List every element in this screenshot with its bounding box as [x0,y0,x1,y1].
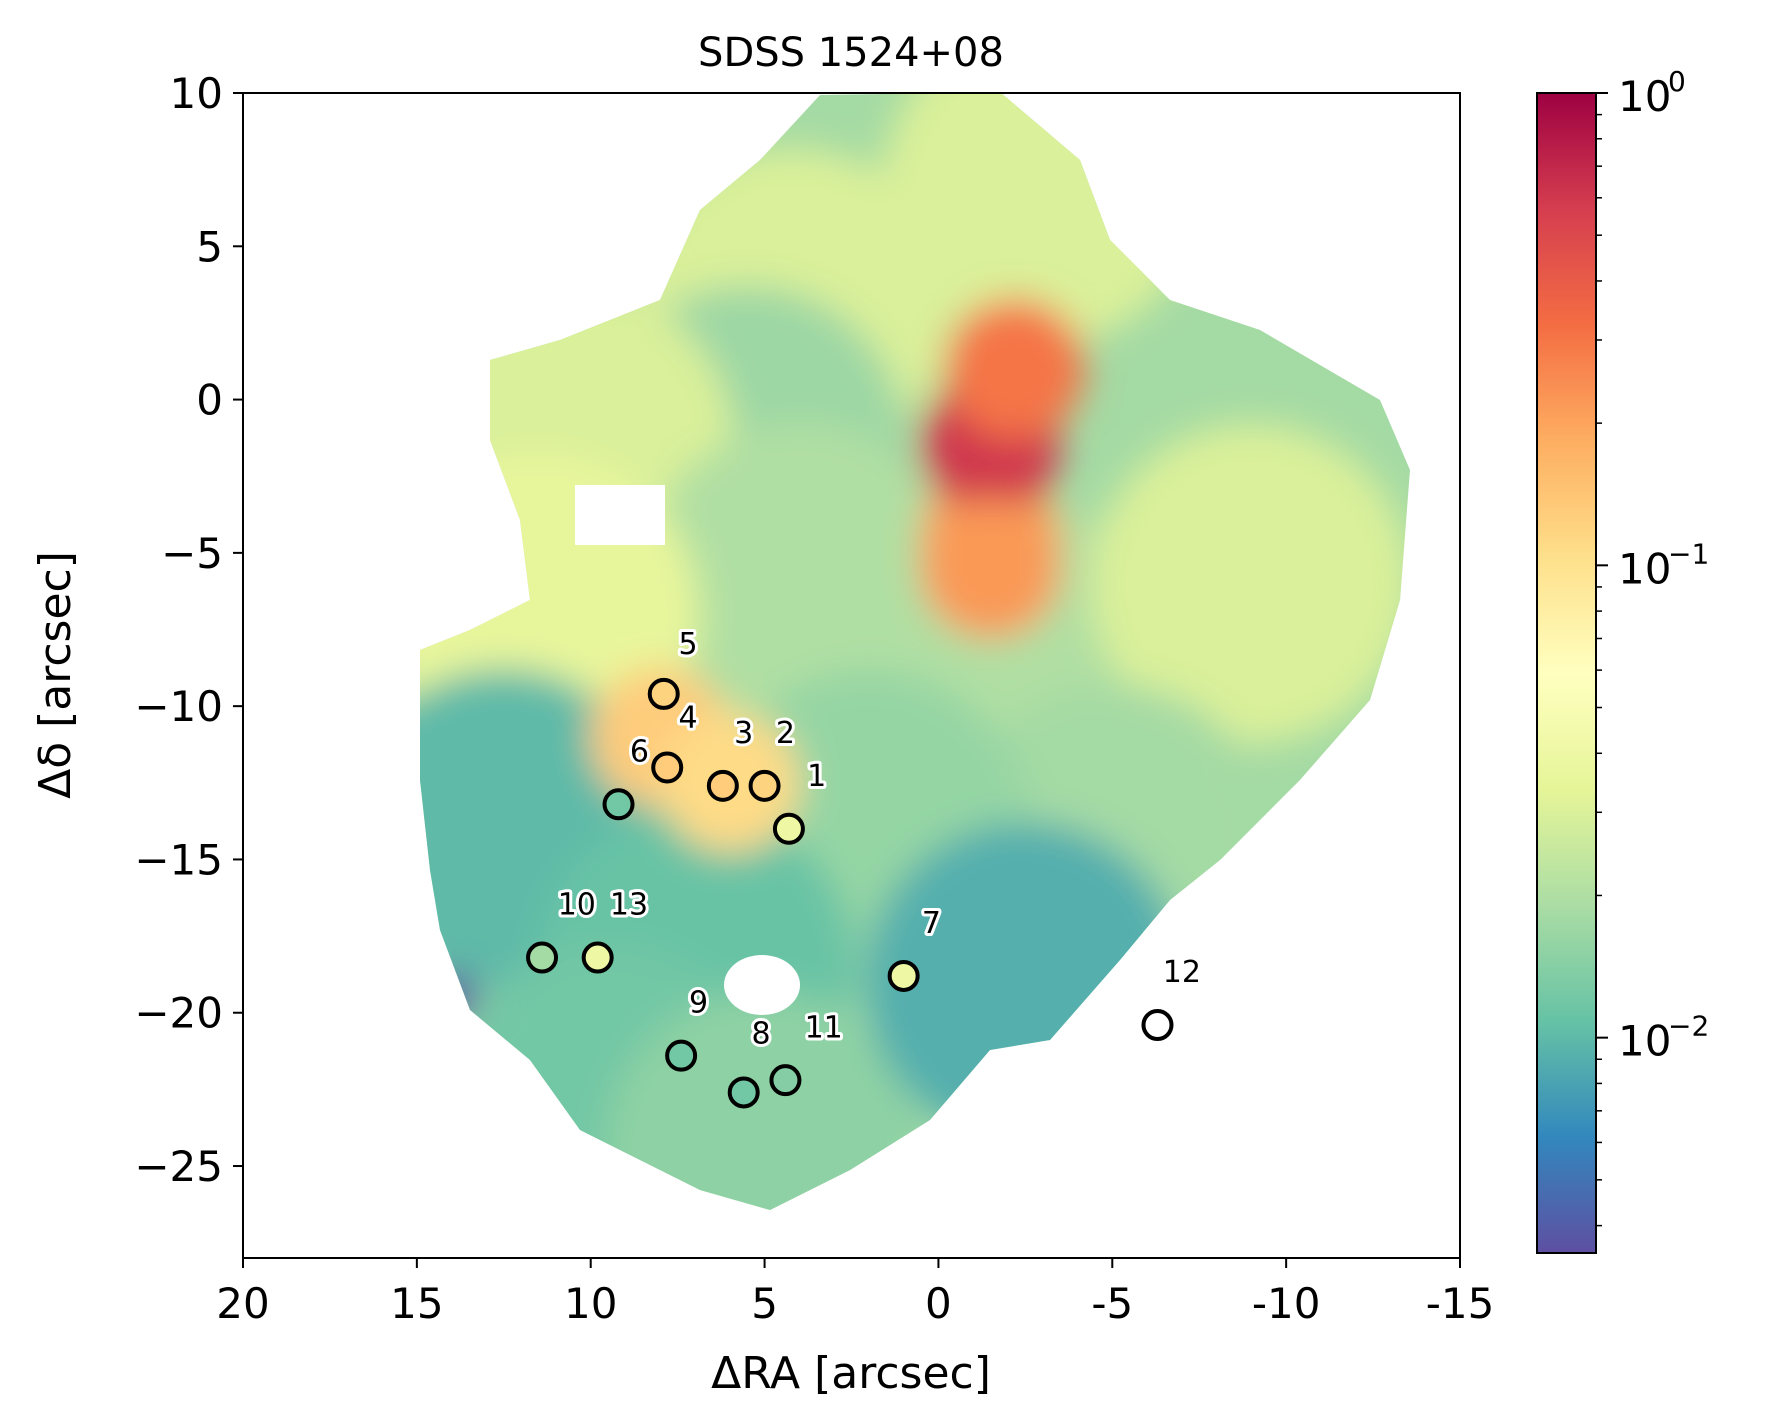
colorbar-tick-exponent: −1 [1668,537,1709,570]
x-tick-label: -10 [1252,1279,1321,1328]
colorbar-tick-exponent: −2 [1668,1010,1709,1043]
y-tick-label: −25 [134,1142,223,1191]
masked-hole [575,485,665,545]
point-label-9: 9 [689,986,708,1021]
point-11 [769,1064,802,1097]
colorbar-fill [1537,93,1596,1253]
plot-area [420,93,1410,1210]
y-tick-label: −5 [161,529,223,578]
point-label-10: 10 [558,888,596,923]
point-6 [602,788,635,821]
x-tick-label: 5 [751,1279,778,1328]
y-tick-label: −15 [134,835,223,884]
colorbar-tick-label: 10−2 [1618,1010,1709,1066]
x-tick-label: 0 [925,1279,952,1328]
point-label-11: 11 [805,1010,843,1045]
colorbar-tick-base: 10 [1618,544,1671,593]
point-1 [772,812,805,845]
point-label-4: 4 [679,701,698,736]
emission-region [426,972,477,1023]
x-tick-label: 15 [390,1279,443,1328]
point-12 [1141,1009,1174,1041]
emission-region [639,423,960,744]
x-axis-title: ΔRA [arcsec] [711,1348,991,1399]
point-label-7: 7 [922,906,941,941]
point-8 [727,1076,760,1109]
colorbar-tick-label: 10−1 [1618,537,1709,593]
point-9 [665,1039,698,1072]
masked-hole [724,955,800,1015]
spectra-points [526,677,1174,1109]
emission-region [944,298,1085,439]
point-label-2: 2 [776,716,795,751]
y-axis-title: Δδ [arcsec] [30,551,81,799]
galaxy-emission-map [420,93,1410,1210]
point-label-12: 12 [1163,955,1201,990]
point-7 [887,959,920,992]
point-labels: 5 4 3 2 6 1 10 13 7 12 9 8 11 [555,624,1204,1054]
point-13 [581,941,614,974]
colorbar-tick-label: 100 [1618,65,1686,121]
point-label-5: 5 [679,627,698,662]
point-5 [647,677,680,710]
point-label-13: 13 [610,888,648,923]
x-axis: 20 15 10 5 0 -5 -10 -15 [216,1258,1494,1328]
y-axis: 10 5 0 −5 −10 −15 −20 −25 [134,69,243,1191]
y-tick-label: 0 [196,376,223,425]
point-10 [526,941,559,974]
point-label-3: 3 [734,716,753,751]
point-4 [651,751,684,784]
point-label-8: 8 [752,1016,771,1051]
masked-holes [575,485,800,1015]
x-tick-label: 20 [216,1279,269,1328]
x-tick-label: 10 [564,1279,617,1328]
colorbar-tick-base: 10 [1618,1017,1671,1066]
y-tick-label: 10 [170,69,223,118]
point-label-6: 6 [630,734,649,769]
point-label-1: 1 [807,759,826,794]
x-tick-label: -5 [1091,1279,1133,1328]
colorbar-tick-exponent: 0 [1668,65,1686,98]
y-tick-label: −20 [134,989,223,1038]
point-2 [748,769,781,802]
colorbar-tick-base: 10 [1618,72,1671,121]
point-3 [706,769,739,802]
emission-region [920,498,1061,639]
x-tick-label: -15 [1426,1279,1495,1328]
y-tick-label: −10 [134,682,223,731]
emission-region [1091,423,1410,744]
plot-title: SDSS 1524+08 [698,30,1004,76]
plot-frame [242,92,1461,1259]
colorbar-frame [1536,92,1597,1254]
y-tick-label: 5 [196,222,223,271]
